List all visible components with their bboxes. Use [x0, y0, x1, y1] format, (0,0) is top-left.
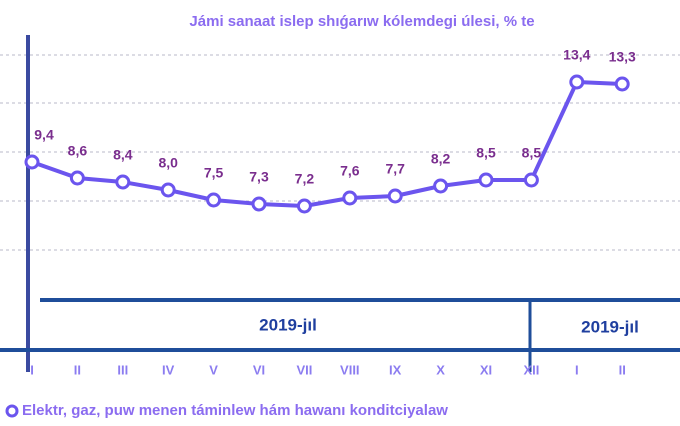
value-label: 8,4	[113, 147, 133, 163]
x-tick-label: II	[619, 362, 626, 377]
x-tick-label: V	[209, 362, 218, 377]
value-label: 7,7	[385, 161, 405, 177]
point	[115, 174, 131, 190]
point	[24, 154, 40, 170]
annotation: 2019-jıl	[581, 317, 639, 336]
x-tick-label: XI	[480, 362, 492, 377]
annotation: 2019-jıl	[259, 315, 317, 334]
value-label: 13,3	[609, 49, 636, 65]
x-tick-label: III	[117, 362, 128, 377]
point	[387, 188, 403, 204]
value-label: 9,4	[34, 127, 54, 143]
x-tick-label: XII	[523, 362, 539, 377]
value-label: 13,4	[563, 47, 590, 63]
point	[69, 170, 85, 186]
x-tick-label: X	[436, 362, 445, 377]
point	[206, 192, 222, 208]
point	[296, 198, 312, 214]
point	[342, 190, 358, 206]
point	[433, 178, 449, 194]
x-tick-label: II	[74, 362, 81, 377]
point	[160, 182, 176, 198]
value-label: 7,3	[249, 169, 269, 185]
x-tick-label: IX	[389, 362, 402, 377]
x-tick-label: VIII	[340, 362, 360, 377]
value-label: 8,5	[476, 145, 496, 161]
x-tick-label: I	[575, 362, 579, 377]
x-tick-label: I	[30, 362, 34, 377]
chart-title: Jámi sanaat islep shıǵarıw kólemdegi úle…	[189, 13, 534, 30]
value-label: 7,2	[295, 171, 315, 187]
point	[614, 76, 630, 92]
line	[31, 80, 623, 208]
point	[251, 196, 267, 212]
legend-marker	[5, 404, 19, 418]
point	[478, 172, 494, 188]
point	[569, 74, 585, 90]
value-label: 8,0	[158, 155, 178, 171]
legend-label: Elektr, gaz, puw menen táminlew hám hawa…	[22, 402, 448, 419]
value-label: 8,6	[68, 143, 88, 159]
value-label: 8,2	[431, 151, 451, 167]
point	[523, 172, 539, 188]
value-label: 7,6	[340, 163, 360, 179]
x-tick-label: VI	[253, 362, 265, 377]
x-tick-label: IV	[162, 362, 175, 377]
value-label: 7,5	[204, 165, 224, 181]
x-tick-label: VII	[296, 362, 312, 377]
value-label: 8,5	[522, 145, 542, 161]
